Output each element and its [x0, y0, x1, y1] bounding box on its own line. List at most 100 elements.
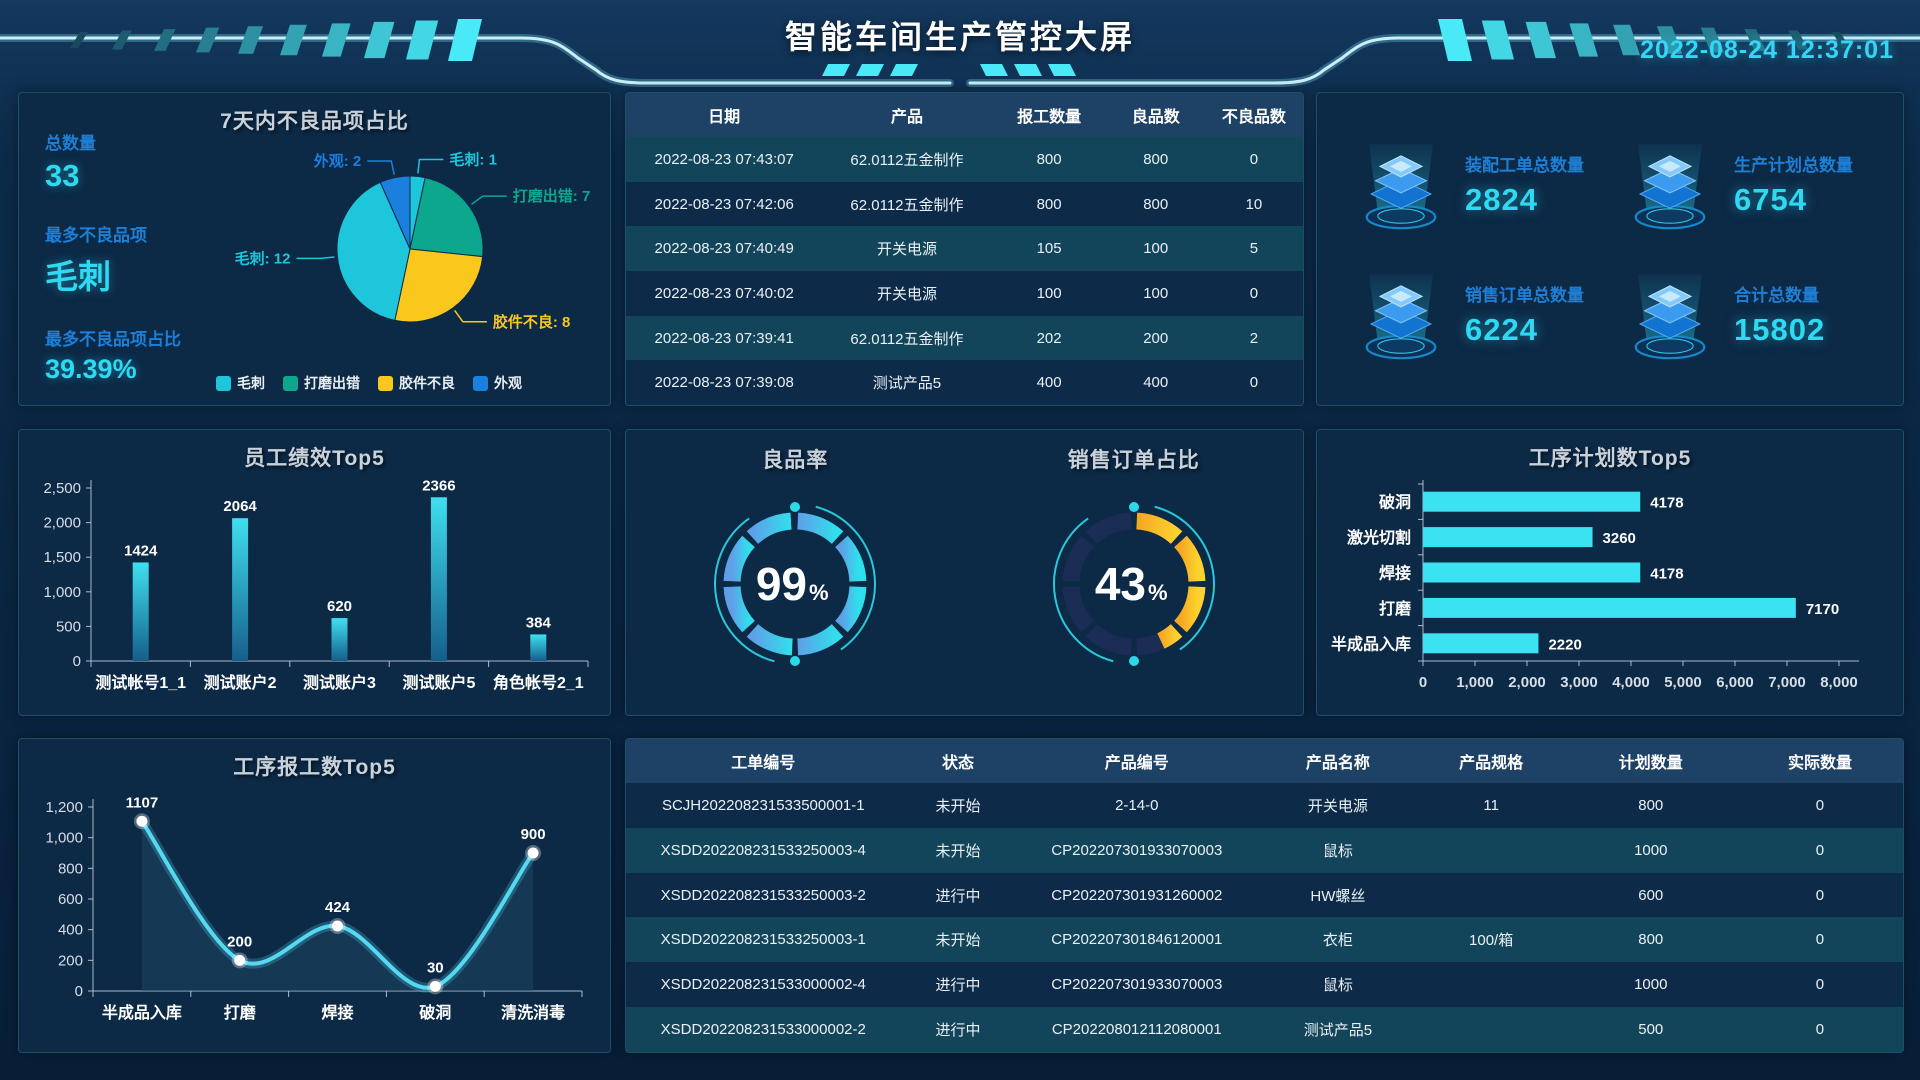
svg-text:打磨: 打磨 — [224, 1003, 256, 1022]
panel-plan-hbar: 工序计划数Top5 0 1,000 2,000 3,000 4,000 5,000 6,00… — [1316, 429, 1904, 716]
column-header: 工单编号 — [731, 755, 796, 772]
table-header: 工单编号 状态 产品编号 产品名称 产品规格 计划数量 实际数量 — [626, 739, 1903, 783]
panel-gauges: 良品率 99% 销售订单占比 43% — [625, 429, 1304, 716]
svg-text:1107: 1107 — [126, 794, 159, 811]
sales-gauge-chart: 43% — [1052, 502, 1215, 666]
table-cell: 62.0112五金制作 — [850, 196, 964, 214]
svg-text:%: % — [1148, 580, 1168, 605]
svg-text:4,000: 4,000 — [1612, 674, 1650, 691]
table-cell: 800 — [1036, 195, 1062, 213]
legend-swatch — [216, 375, 231, 391]
column-header: 产品规格 — [1459, 755, 1524, 772]
svg-text:3,000: 3,000 — [1560, 674, 1598, 691]
svg-text:1,500: 1,500 — [43, 549, 81, 566]
table-cell: XSDD202208231533250003-2 — [660, 886, 866, 904]
table-row: XSDD202208231533250003-4 未开始 CP20220730193… — [626, 827, 1903, 873]
svg-text:测试账户2: 测试账户2 — [204, 673, 277, 692]
svg-text:3260: 3260 — [1603, 530, 1636, 547]
column-header: 产品编号 — [1104, 755, 1169, 772]
column-header: 良品数 — [1131, 109, 1180, 126]
table-cell: 测试产品5 — [1303, 1022, 1373, 1040]
table-cell: 2022-08-23 07:40:49 — [654, 240, 794, 258]
table-cell: 0 — [1815, 841, 1825, 859]
svg-text:2064: 2064 — [223, 498, 257, 515]
table-cell: 1000 — [1634, 841, 1668, 859]
svg-text:打磨: 打磨 — [1379, 599, 1411, 618]
svg-text:破洞: 破洞 — [419, 1003, 451, 1022]
table-cell: 未开始 — [935, 842, 981, 860]
column-header: 计划数量 — [1618, 755, 1683, 772]
table-cell: 进行中 — [935, 977, 981, 995]
pie-legend: 毛刺 打磨出错 胶件不良 外观 — [169, 373, 569, 393]
table-cell: XSDD202208231533000002-4 — [660, 976, 866, 994]
table-cell: 800 — [1143, 195, 1169, 213]
svg-text:1,000: 1,000 — [43, 584, 81, 601]
svg-text:0: 0 — [73, 653, 81, 670]
svg-text:角色帐号2_1: 角色帐号2_1 — [493, 673, 584, 692]
svg-text:毛刺: 1: 毛刺: 1 — [449, 150, 497, 168]
panel-title-plan: 工序计划数Top5 — [1528, 447, 1692, 470]
svg-text:焊接: 焊接 — [1379, 564, 1411, 583]
table-cell: CP202208012112080001 — [1051, 1021, 1222, 1039]
svg-text:424: 424 — [325, 899, 351, 916]
svg-text:清洗消毒: 清洗消毒 — [501, 1003, 565, 1022]
table-cell: 500 — [1638, 1021, 1664, 1039]
svg-text:600: 600 — [58, 891, 83, 908]
table-cell: 400 — [1143, 374, 1169, 392]
table-row: 2022-08-23 07:43:07 62.0112五金制作 800 800 0 — [626, 137, 1303, 182]
page-title: 智能车间生产管控大屏 — [784, 19, 1136, 55]
table-cell: 10 — [1245, 195, 1263, 213]
svg-text:外观: 2: 外观: 2 — [313, 152, 362, 170]
svg-text:2,500: 2,500 — [43, 480, 81, 497]
column-header: 不良品数 — [1221, 109, 1286, 126]
stacked-layers-icon — [1634, 274, 1706, 360]
stat-card: 生产计划总数量 6754 — [1620, 119, 1889, 249]
panel-perf-bar: 员工绩效Top5 0 500 1,000 1,500 2,000 2,500 1424 测试帐… — [18, 429, 611, 716]
table-cell: 800 — [1638, 931, 1664, 949]
stat-top-defect-ratio: 最多不良品项占比 39.39% — [45, 325, 220, 385]
svg-text:测试账户3: 测试账户3 — [303, 673, 376, 692]
table-cell: 100 — [1036, 284, 1062, 302]
table-cell: 衣柜 — [1322, 932, 1353, 950]
table-cell: 800 — [1638, 796, 1664, 814]
svg-text:毛刺: 12: 毛刺: 12 — [235, 249, 291, 267]
table-cell: CP202207301933070003 — [1051, 976, 1223, 994]
table-cell: 0 — [1249, 150, 1259, 168]
legend-item: 胶件不良 — [378, 373, 455, 393]
svg-text:1,000: 1,000 — [45, 830, 83, 847]
table-cell: 5 — [1249, 240, 1259, 258]
table-cell: 0 — [1249, 284, 1259, 302]
column-header: 报工数量 — [1017, 109, 1082, 126]
table-cell: XSDD202208231533250003-4 — [660, 841, 866, 859]
table-cell: 800 — [1036, 150, 1062, 168]
svg-text:400: 400 — [58, 922, 83, 939]
stacked-layers-icon — [1365, 144, 1437, 230]
defect-pie-chart: 毛刺: 1 打磨出错: 7 胶件不良: 8 毛刺: 12 外观: 2 — [235, 150, 591, 331]
report-line-chart: 0 200 400 600 800 1,000 1,200 1107 半成品入库 200 打磨 424… — [45, 794, 583, 1022]
svg-text:破洞: 破洞 — [1379, 493, 1411, 512]
table-cell: CP202207301933070003 — [1051, 841, 1223, 859]
svg-text:胶件不良: 8: 胶件不良: 8 — [493, 313, 571, 331]
stat-top-defect: 最多不良品项 毛刺 — [45, 221, 220, 298]
stat-label: 最多不良品项 — [45, 226, 147, 245]
table-cell: 开关电源 — [876, 285, 937, 303]
table-header: 日期 产品 报工数量 良品数 不良品数 — [626, 93, 1303, 137]
column-header: 产品 — [890, 109, 923, 126]
svg-text:测试账户5: 测试账户5 — [402, 673, 475, 692]
stat-total: 总数量 33 — [45, 129, 220, 194]
panel-report-line: 工序报工数Top5 0 200 400 600 800 1,000 1,200 1107 半成品… — [18, 738, 611, 1053]
svg-text:2,000: 2,000 — [43, 515, 81, 532]
svg-text:2220: 2220 — [1548, 636, 1581, 653]
svg-text:0: 0 — [75, 983, 83, 1000]
svg-text:1,200: 1,200 — [45, 799, 83, 816]
table-cell: 0 — [1815, 931, 1825, 949]
table-cell: 0 — [1815, 1021, 1825, 1039]
table-row: 2022-08-23 07:39:41 62.0112五金制作 202 200 2 — [626, 315, 1303, 361]
column-header: 产品名称 — [1305, 755, 1370, 772]
stacked-layers-icon — [1634, 144, 1706, 230]
table-cell: 100/箱 — [1469, 932, 1514, 950]
svg-text:%: % — [809, 580, 829, 605]
gauge-sales-title: 销售订单占比 — [1067, 449, 1200, 472]
table-cell: 600 — [1638, 886, 1664, 904]
table-cell: SCJH202208231533500001-1 — [661, 796, 865, 814]
